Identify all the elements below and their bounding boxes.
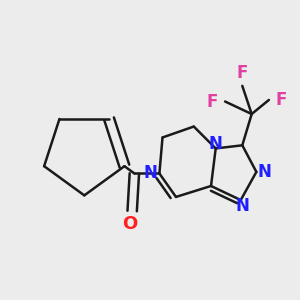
- Text: N: N: [236, 197, 249, 215]
- Text: F: F: [237, 64, 248, 82]
- Text: N: N: [257, 163, 271, 181]
- Text: O: O: [122, 214, 137, 232]
- Text: N: N: [209, 135, 223, 153]
- Text: F: F: [276, 91, 287, 109]
- Text: N: N: [143, 164, 157, 182]
- Text: F: F: [207, 92, 218, 110]
